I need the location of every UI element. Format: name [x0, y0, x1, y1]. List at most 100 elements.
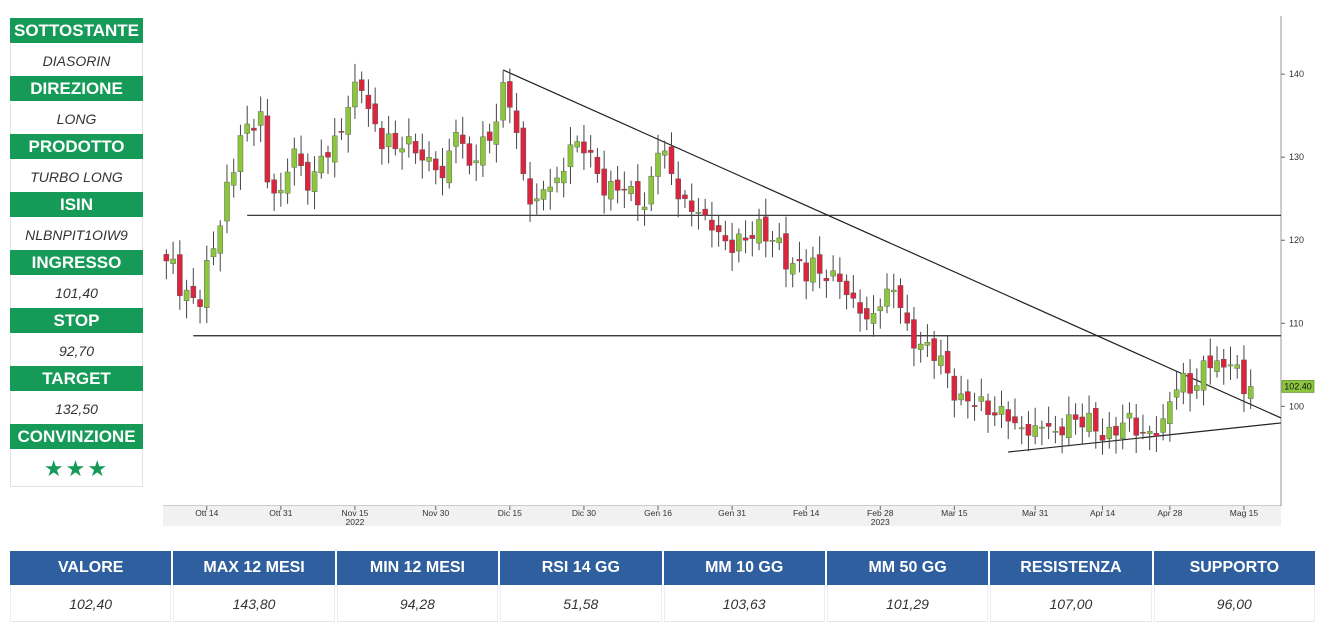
candle-body: [311, 171, 318, 192]
candle-body: [1106, 426, 1113, 439]
candle-body: [1247, 386, 1254, 399]
x-tick-label: Dic 15: [498, 508, 522, 518]
sidebar-label-target: TARGET: [10, 366, 143, 391]
stats-value: 51,58: [500, 585, 662, 622]
stats-header: MIN 12 MESI: [336, 551, 499, 585]
candle-body: [210, 248, 217, 258]
candle-body: [1187, 373, 1193, 394]
stats-value: 94,28: [336, 585, 499, 622]
x-tick-label: Apr 28: [1157, 508, 1182, 518]
candle-body: [998, 406, 1005, 415]
candle-body: [426, 156, 432, 162]
candle-body: [635, 181, 641, 206]
candle-body: [978, 396, 985, 402]
candle-body: [372, 103, 378, 125]
candle-body: [924, 342, 931, 346]
candle-body: [230, 172, 237, 186]
candle-body: [1227, 364, 1234, 367]
sidebar-label-ingresso: INGRESSO: [10, 250, 143, 275]
sidebar-label-isin: ISIN: [10, 192, 143, 217]
trendline-uptrend: [1008, 422, 1282, 453]
candle-body: [789, 263, 796, 275]
candle-body: [985, 400, 991, 415]
candle-body: [1133, 417, 1139, 436]
x-tick-label: Mar 15: [941, 508, 968, 518]
candle-body: [480, 136, 486, 166]
candle-body: [547, 186, 554, 192]
candle-body: [513, 110, 520, 133]
candle-body: [433, 158, 439, 171]
candle-body: [574, 141, 580, 148]
candle-body: [614, 179, 621, 191]
stats-header: MM 10 GG: [663, 551, 825, 585]
candle-body: [1207, 355, 1214, 369]
candle-body: [830, 270, 836, 277]
stats-value: 103,63: [663, 585, 825, 622]
candle-body: [864, 308, 870, 320]
stats-header: RSI 14 GG: [500, 551, 662, 585]
candle-body: [890, 289, 897, 293]
candle-body: [318, 155, 325, 174]
candle-body: [305, 161, 311, 191]
candle-body: [675, 178, 681, 200]
candle-body: [567, 144, 574, 168]
candle-body: [486, 131, 493, 141]
candle-body: [264, 115, 271, 183]
candle-body: [331, 135, 338, 163]
y-tick-label: 110: [1289, 318, 1303, 328]
candle-body: [237, 135, 244, 173]
x-tick-label: Ott 31: [269, 508, 292, 518]
stats-value-row: 102,40 143,80 94,28 51,58 103,63 101,29 107,00…: [10, 585, 1315, 622]
candle-body: [695, 212, 702, 214]
candle-body: [1039, 426, 1045, 429]
candle-body: [870, 313, 877, 324]
sidebar-value-ingresso: 101,40: [10, 276, 143, 308]
x-tick-year: 2023: [871, 517, 890, 526]
candle-body: [392, 132, 399, 150]
candle-body: [251, 127, 257, 131]
candle-body: [1093, 408, 1099, 432]
candle-body: [769, 240, 776, 242]
candle-body: [1241, 359, 1247, 395]
candle-body: [1167, 401, 1173, 424]
candle-body: [1200, 360, 1207, 391]
candle-body: [1086, 412, 1092, 432]
candle-body: [668, 146, 675, 174]
candle-body: [628, 186, 634, 195]
candle-body: [648, 175, 655, 205]
candle-body: [756, 219, 762, 244]
candle-body: [217, 225, 224, 254]
candle-body: [897, 285, 904, 308]
candle-body: [399, 148, 405, 153]
candle-body: [763, 216, 769, 242]
sidebar-value-prodotto: TURBO LONG: [10, 160, 143, 192]
x-tick-label: Mar 31: [1022, 508, 1049, 518]
candle-body: [473, 160, 479, 164]
sidebar-value-isin: NLBNPIT1OIW9: [10, 218, 143, 250]
candle-body: [527, 178, 533, 205]
stats-header: MM 50 GG: [826, 551, 989, 585]
candle-body: [197, 299, 203, 307]
candle-body: [958, 393, 964, 401]
candle-body: [1180, 372, 1187, 393]
candle-body: [1160, 418, 1166, 433]
candle-body: [803, 262, 809, 282]
candle-body: [554, 177, 560, 184]
candle-body: [493, 121, 500, 145]
candle-body: [904, 312, 910, 324]
candle-body: [965, 391, 971, 402]
stats-header: SUPPORTO: [1153, 551, 1315, 585]
stats-header: MAX 12 MESI: [173, 551, 335, 585]
candle-body: [345, 107, 351, 135]
candle-body: [816, 254, 823, 274]
sidebar-value-direzione: LONG: [10, 102, 143, 134]
x-tick-label: Apr 14: [1090, 508, 1115, 518]
candle-body: [439, 165, 446, 179]
candle-body: [1214, 360, 1220, 372]
candle-body: [1153, 433, 1160, 437]
candle-body: [1025, 424, 1032, 436]
sidebar-label-stop: STOP: [10, 308, 143, 333]
x-axis-band: [163, 506, 1281, 526]
candle-body: [1140, 431, 1146, 434]
stats-value: 143,80: [173, 585, 335, 622]
